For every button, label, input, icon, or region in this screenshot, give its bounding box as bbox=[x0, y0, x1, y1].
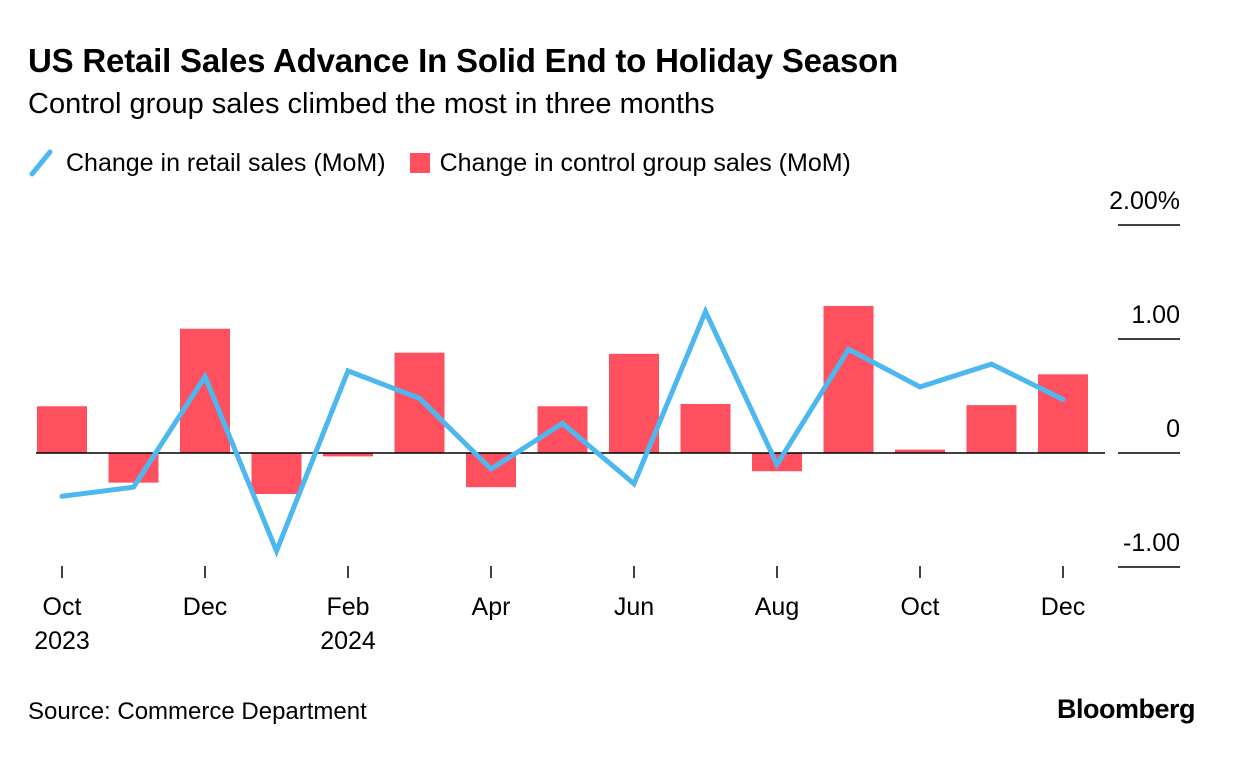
legend-item-retail-sales: Change in retail sales (MoM) bbox=[28, 148, 386, 178]
x-tick-label: Oct bbox=[43, 593, 82, 621]
line-swatch-icon bbox=[29, 149, 53, 177]
bar-may-2024 bbox=[537, 406, 588, 453]
bar-jun-2024 bbox=[609, 353, 659, 453]
bars-layer bbox=[37, 305, 1088, 495]
bar-dec-2024 bbox=[1038, 374, 1088, 453]
source-note: Source: Commerce Department bbox=[28, 698, 367, 725]
x-tick-year-label: 2023 bbox=[34, 627, 90, 655]
x-axis: Oct 2023 Dec Feb 2024 Apr Jun Aug Oct Dec bbox=[34, 566, 1085, 655]
x-tick-label: Dec bbox=[1041, 593, 1085, 621]
y-tick-label: 1.00 bbox=[1131, 301, 1180, 329]
x-tick-label: Feb bbox=[326, 593, 369, 621]
chart-title: US Retail Sales Advance In Solid End to … bbox=[28, 42, 899, 79]
y-tick-label: 0 bbox=[1166, 415, 1180, 443]
x-tick-label: Dec bbox=[183, 593, 227, 621]
bar-jan-2024 bbox=[251, 453, 302, 495]
bloomberg-logo: Bloomberg bbox=[1056, 694, 1196, 724]
bar-mar-2024 bbox=[394, 352, 445, 453]
line-layer bbox=[59, 305, 1066, 558]
x-tick-year-label: 2024 bbox=[320, 627, 376, 655]
x-tick-label: Oct bbox=[901, 593, 940, 621]
legend: Change in retail sales (MoM) Change in c… bbox=[28, 146, 875, 180]
legend-item-control-group: Change in control group sales (MoM) bbox=[409, 148, 851, 178]
bar-dec-2023 bbox=[180, 328, 230, 453]
bar-nov-2024 bbox=[966, 405, 1017, 453]
legend-label-control-group: Change in control group sales (MoM) bbox=[439, 148, 851, 177]
x-tick-label: Apr bbox=[472, 593, 511, 621]
y-axis: 2.00% 1.00 0 -1.00 bbox=[1109, 187, 1180, 568]
y-tick-label: 2.00% bbox=[1109, 187, 1180, 215]
x-tick-label: Aug bbox=[755, 593, 799, 621]
bar-oct-2023 bbox=[37, 406, 87, 453]
legend-label-retail-sales: Change in retail sales (MoM) bbox=[66, 148, 386, 177]
bar-oct-2024 bbox=[895, 449, 945, 453]
x-tick-label: Jun bbox=[614, 593, 654, 621]
bar-jul-2024 bbox=[680, 403, 731, 453]
y-tick-label: -1.00 bbox=[1123, 529, 1180, 557]
bar-swatch-icon bbox=[409, 153, 430, 173]
bar-feb-2024 bbox=[323, 453, 373, 457]
chart-subtitle: Control group sales climbed the most in … bbox=[28, 88, 715, 120]
